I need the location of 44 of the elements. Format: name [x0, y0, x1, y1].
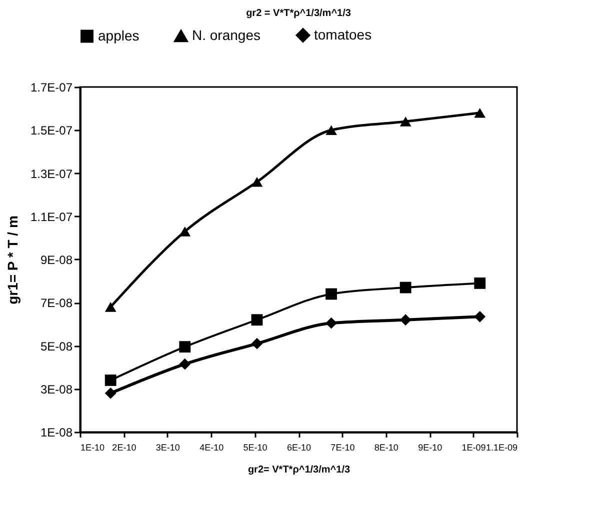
point	[400, 314, 412, 326]
y-tick-label: 1.1E-07	[30, 210, 73, 224]
point	[104, 387, 116, 399]
y-tick-label: 1.5E-07	[30, 124, 73, 138]
y-tick-label: 1.7E-07	[30, 80, 73, 94]
legend-label: apples	[98, 27, 140, 44]
point	[474, 278, 486, 289]
point	[251, 176, 263, 187]
point	[104, 374, 116, 386]
point	[474, 108, 486, 118]
point	[179, 341, 191, 353]
x-axis-title: gr2= V*T*ρ^1/3/m^1/3	[248, 464, 350, 476]
x-tick-label: 6E-10	[286, 442, 312, 452]
point	[251, 338, 263, 350]
point	[474, 310, 486, 322]
point	[251, 314, 263, 326]
y-tick-label: 1.3E-07	[30, 166, 73, 181]
x-tick-label: 9E-10	[418, 442, 442, 452]
y-axis-title: gr1= P * T / m	[4, 216, 20, 304]
x-tick-label: 5E-10	[243, 442, 268, 452]
point	[179, 226, 191, 236]
point	[326, 317, 337, 329]
point	[179, 358, 191, 370]
x-tick-label: 1E-09	[462, 442, 486, 452]
point	[326, 125, 337, 136]
point	[326, 288, 337, 300]
x-tick-label: 3E-10	[156, 442, 180, 452]
x-tick-label: 2E-10	[112, 442, 136, 452]
legend-label: tomatoes	[314, 26, 372, 42]
x-tick-label: 1E-10	[80, 442, 105, 452]
x-tick-label: 8E-10	[374, 442, 398, 452]
point	[400, 116, 412, 126]
y-tick-label: 1E-08	[40, 426, 73, 440]
chart-title: gr2 = V*T*ρ^1/3/m^1/3	[246, 8, 352, 19]
y-tick-label: 9E-08	[40, 253, 73, 267]
point	[400, 282, 412, 294]
x-tick-label: 7E-10	[330, 442, 355, 452]
x-tick-label: 1.1E-09	[486, 442, 518, 452]
point	[104, 302, 116, 312]
legend-label: N. oranges	[192, 27, 260, 44]
y-tick-label: 5E-08	[40, 339, 73, 354]
y-tick-label: 3E-08	[40, 382, 73, 396]
y-tick-label: 7E-08	[40, 296, 73, 310]
x-tick-label: 4E-10	[200, 442, 224, 452]
